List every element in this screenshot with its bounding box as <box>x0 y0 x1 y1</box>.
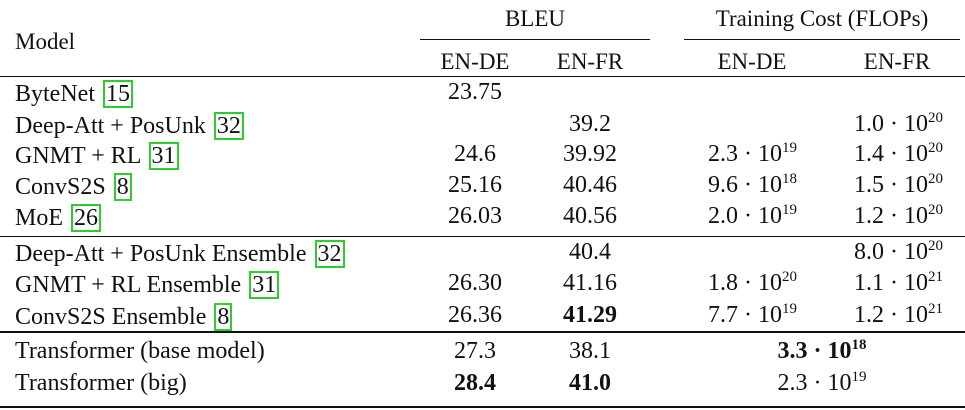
model-name: ByteNet 15 <box>15 80 133 108</box>
cell-bleu-fr: 40.4 <box>569 239 611 265</box>
model-name-text: ConvS2S <box>15 174 106 200</box>
cell-bleu-de: 28.4 <box>454 370 496 396</box>
cell-bleu-de: 25.16 <box>448 172 502 198</box>
group-separator-rule <box>0 236 965 237</box>
model-name: ConvS2S 8 <box>15 173 132 201</box>
model-name: MoE 26 <box>15 204 101 232</box>
cell-bleu-fr: 41.29 <box>563 302 617 328</box>
bleu-group-header: BLEU <box>504 6 566 31</box>
cell-bleu-fr: 41.0 <box>569 370 611 396</box>
cell-bleu-de: 26.36 <box>448 302 502 328</box>
model-name: Transformer (big) <box>15 371 187 395</box>
cell-bleu-de: 26.03 <box>448 203 502 229</box>
model-name-text: ConvS2S Ensemble <box>15 304 207 330</box>
cell-cost-de: 1.8 · 1020 <box>708 269 797 296</box>
model-name-text: GNMT + RL Ensemble <box>15 272 242 298</box>
transformer-separator-rule <box>0 331 965 333</box>
model-name-text: ByteNet <box>15 81 95 107</box>
cell-bleu-de: 24.6 <box>454 141 496 167</box>
cell-cost-de: 2.0 · 1019 <box>708 202 797 229</box>
cost-group-underline <box>684 39 960 40</box>
model-name-text: Deep-Att + PosUnk <box>15 113 206 139</box>
cost-en-de-header: EN-DE <box>717 49 787 74</box>
model-name: Deep-Att + PosUnk 32 <box>15 112 244 140</box>
cell-cost-fr: 1.4 · 1020 <box>854 140 943 167</box>
citation-link[interactable]: 32 <box>314 240 345 268</box>
cost-en-fr-header: EN-FR <box>863 49 931 74</box>
model-name: GNMT + RL Ensemble 31 <box>15 271 280 299</box>
cell-cost-de: 2.3 · 1019 <box>708 140 797 167</box>
bleu-en-de-header: EN-DE <box>440 49 510 74</box>
citation-link[interactable]: 8 <box>113 173 132 201</box>
citation-link[interactable]: 8 <box>214 303 233 331</box>
citation-link[interactable]: 15 <box>102 80 133 108</box>
citation-link[interactable]: 31 <box>148 142 179 170</box>
cell-cost-merged: 3.3 · 1018 <box>777 337 867 364</box>
model-name: ConvS2S Ensemble 8 <box>15 303 233 331</box>
model-name-text: Transformer (big) <box>15 370 187 396</box>
cell-cost-merged: 2.3 · 1019 <box>777 369 867 396</box>
cell-bleu-fr: 39.92 <box>563 141 617 167</box>
citation-link[interactable]: 31 <box>249 271 280 299</box>
model-name-text: GNMT + RL <box>15 143 141 169</box>
cell-cost-fr: 1.1 · 1021 <box>854 269 943 296</box>
model-name: Deep-Att + PosUnk Ensemble 32 <box>15 240 345 268</box>
cell-bleu-fr: 38.1 <box>569 338 611 364</box>
cell-bleu-de: 26.30 <box>448 270 502 296</box>
bottom-rule <box>0 406 965 408</box>
cell-bleu-fr: 41.16 <box>563 270 617 296</box>
cell-bleu-de: 23.75 <box>448 79 502 105</box>
bleu-group-underline <box>420 39 650 40</box>
cell-bleu-fr: 40.46 <box>563 172 617 198</box>
model-name-text: Transformer (base model) <box>15 338 265 364</box>
cell-cost-de: 9.6 · 1018 <box>708 171 797 198</box>
citation-link[interactable]: 26 <box>71 204 101 232</box>
cell-cost-de: 7.7 · 1019 <box>708 301 797 328</box>
cell-bleu-fr: 39.2 <box>569 111 611 137</box>
header-rule <box>0 76 965 77</box>
cell-bleu-de: 27.3 <box>454 338 496 364</box>
model-name-text: MoE <box>15 205 63 231</box>
bleu-en-fr-header: EN-FR <box>556 49 624 74</box>
model-column-header: Model <box>15 29 76 54</box>
cell-cost-fr: 8.0 · 1020 <box>854 238 943 265</box>
cell-bleu-fr: 40.56 <box>563 203 617 229</box>
training-cost-group-header: Training Cost (FLOPs) <box>715 6 929 31</box>
citation-link[interactable]: 32 <box>213 112 244 140</box>
cell-cost-fr: 1.5 · 1020 <box>854 171 943 198</box>
model-name: GNMT + RL 31 <box>15 142 179 170</box>
cell-cost-fr: 1.2 · 1021 <box>854 301 943 328</box>
cell-cost-fr: 1.0 · 1020 <box>854 110 943 137</box>
model-name-text: Deep-Att + PosUnk Ensemble <box>15 241 307 267</box>
cell-cost-fr: 1.2 · 1020 <box>854 202 943 229</box>
model-name: Transformer (base model) <box>15 339 265 363</box>
